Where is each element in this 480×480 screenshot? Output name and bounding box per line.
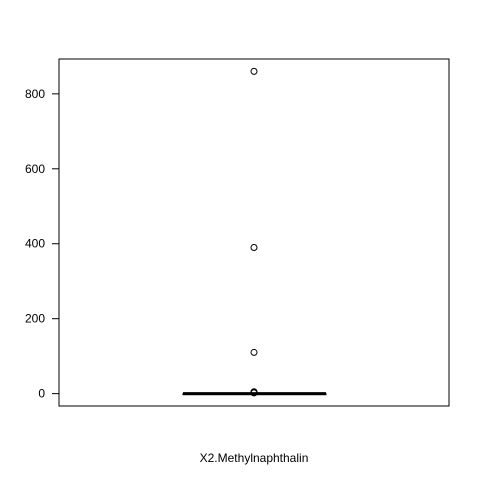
- outlier-point: [250, 348, 258, 356]
- y-tick-label: 400: [25, 237, 45, 251]
- y-tick-label: 0: [38, 387, 45, 401]
- outlier-point: [250, 243, 258, 251]
- y-axis-ticks: 0 200 400 600 800: [25, 87, 59, 401]
- y-tick-label: 200: [25, 312, 45, 326]
- y-tick-label: 600: [25, 162, 45, 176]
- outlier-point: [250, 389, 258, 397]
- y-tick-label: 800: [25, 87, 45, 101]
- plot-frame: [58, 58, 450, 407]
- x-axis-label: X2.Methylnaphthalin: [200, 451, 309, 465]
- outlier-point: [250, 67, 258, 75]
- outlier-points: [250, 67, 258, 397]
